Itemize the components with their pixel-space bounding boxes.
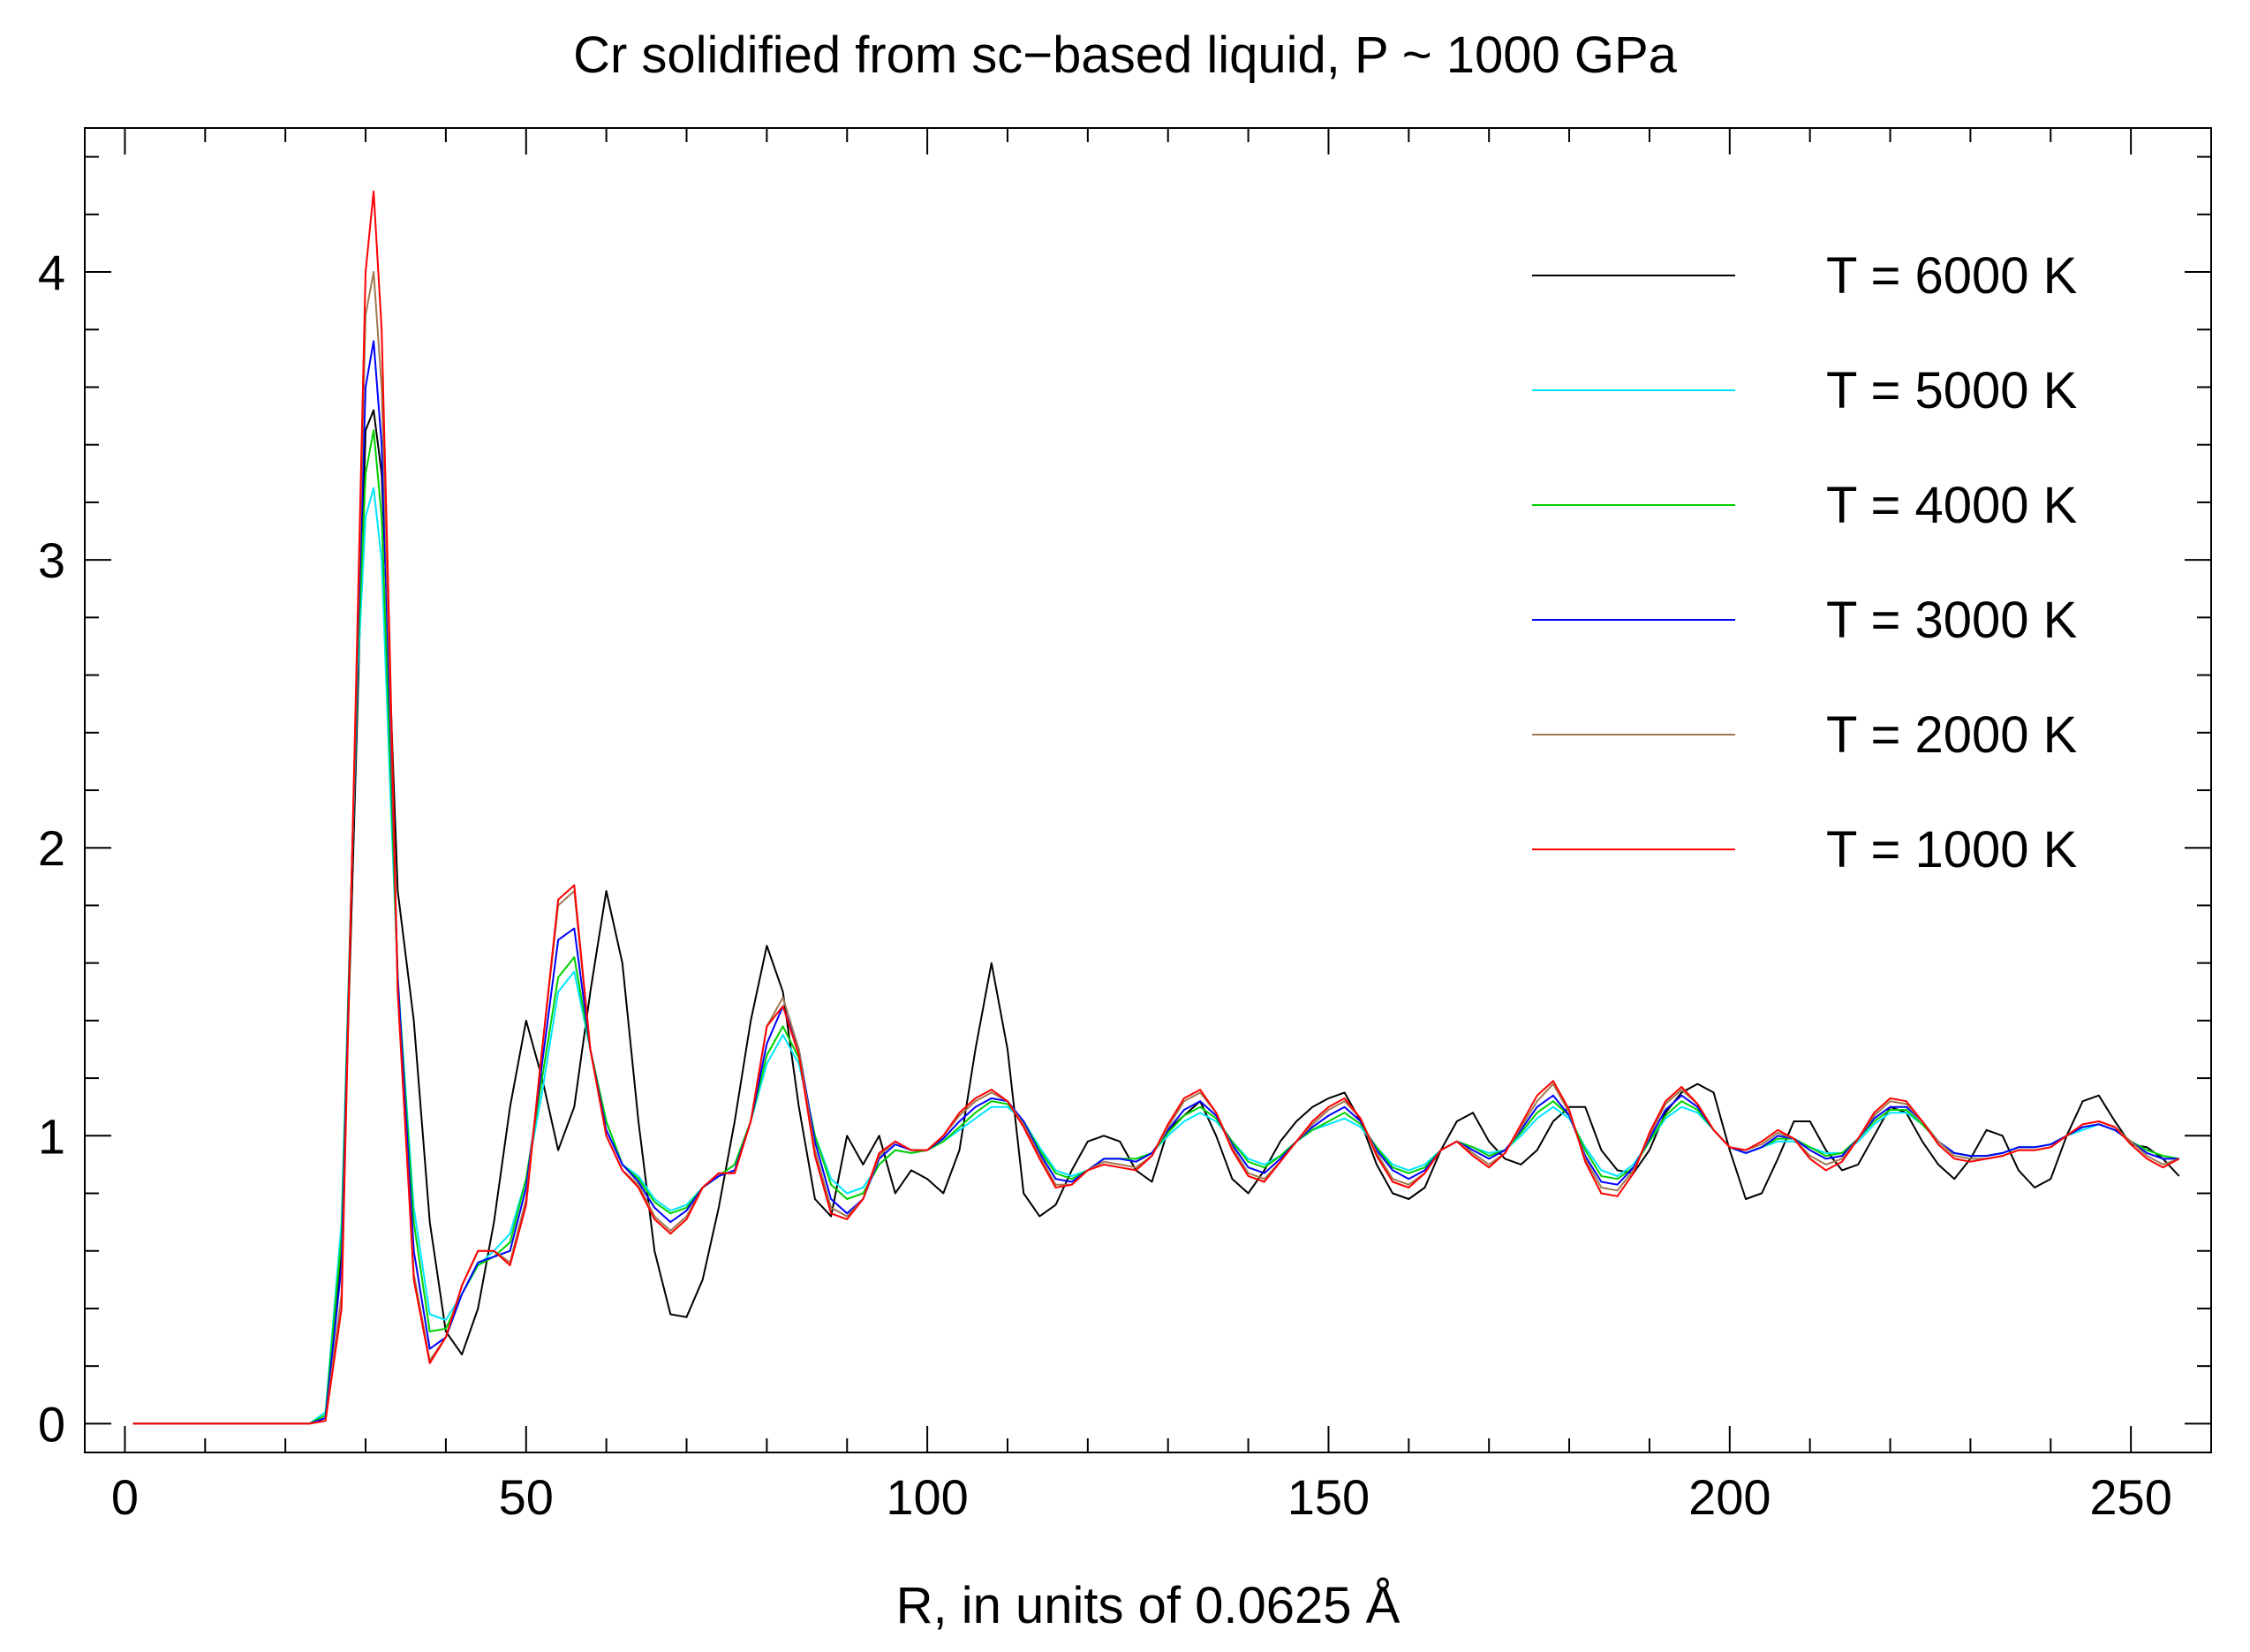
plot-area-frame [84, 127, 2212, 1453]
y-tick-label: 2 [38, 820, 65, 876]
y-tick-label: 0 [38, 1396, 65, 1452]
x-tick-label: 150 [1287, 1469, 1370, 1525]
y-tick-label: 1 [38, 1108, 65, 1164]
legend-label-6: T = 1000 K [1826, 821, 2078, 879]
series-line-1 [132, 409, 2180, 1425]
x-tick-label: 100 [886, 1469, 968, 1525]
y-tick-label: 4 [38, 245, 65, 300]
legend-label-5: T = 2000 K [1826, 706, 2078, 764]
series-line-6 [132, 190, 2180, 1425]
legend-label-1: T = 6000 K [1826, 247, 2078, 305]
y-tick-label: 3 [38, 532, 65, 588]
axis-ticks [85, 128, 2211, 1452]
chart-title: Cr solidified from sc−based liquid, P ~ … [573, 26, 1678, 84]
legend-label-2: T = 5000 K [1826, 362, 2078, 419]
legend-label-3: T = 4000 K [1826, 477, 2078, 534]
x-tick-label: 50 [499, 1469, 554, 1525]
legend-label-4: T = 3000 K [1826, 592, 2078, 649]
axis-tick-labels: 0 50 100 150 200 250 0 1 2 3 4 [38, 245, 2172, 1525]
x-axis-label: R, in units of 0.0625 Å [896, 1577, 1401, 1634]
x-tick-label: 200 [1688, 1469, 1771, 1525]
legend: T = 6000 K T = 5000 K T = 4000 K T = 3000 K… [1532, 247, 2078, 879]
x-tick-label: 0 [111, 1469, 139, 1525]
x-tick-label: 250 [2089, 1469, 2171, 1525]
series-line-2 [132, 487, 2179, 1425]
series-lines [132, 190, 2180, 1425]
